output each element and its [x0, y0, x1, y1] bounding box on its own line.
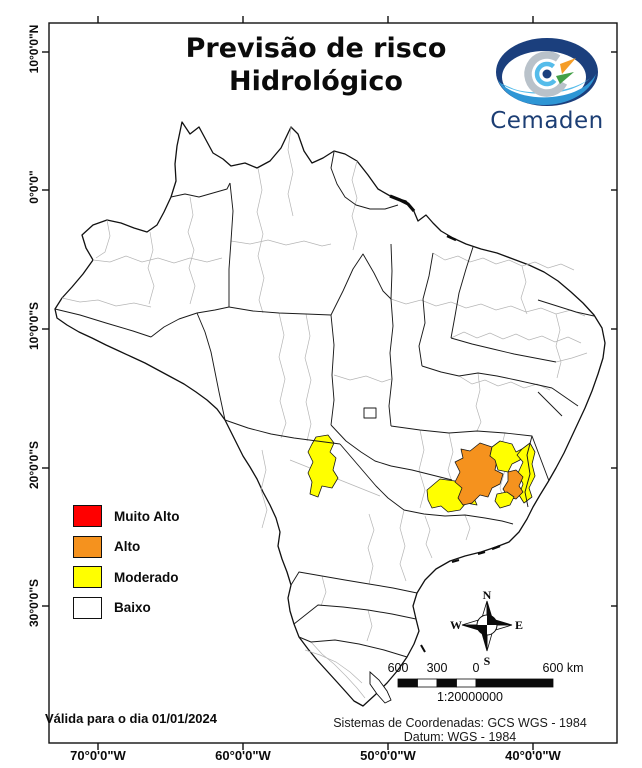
risk-region-alto-2	[502, 469, 524, 500]
legend-swatch-baixo	[73, 596, 102, 619]
legend-item-moderado: Moderado	[73, 566, 179, 588]
risk-regions	[307, 434, 536, 513]
page-title-line2: Hidrológico	[229, 66, 403, 97]
scale-end-label: 600 km	[543, 661, 584, 675]
lon-label-40w: 40°0'0"W	[505, 748, 561, 763]
crs-line1: Sistemas de Coordenadas: GCS WGS - 1984	[333, 716, 587, 730]
cemaden-logo-icon	[496, 38, 598, 106]
compass-rose-icon: N S W E	[450, 588, 523, 668]
compass-w-label: W	[450, 618, 462, 632]
legend-item-alto: Alto	[73, 535, 141, 558]
compass-s-label: S	[484, 654, 491, 668]
risk-region-moderado-4	[516, 442, 536, 504]
legend-swatch-muito-alto	[73, 505, 102, 527]
lon-label-50w: 50°0'0"W	[360, 748, 416, 763]
scale-ratio: 1:20000000	[437, 690, 503, 704]
risk-region-moderado-5	[494, 491, 515, 509]
risk-region-moderado-1	[307, 434, 339, 498]
scale-tick-600: 600	[388, 661, 409, 675]
coastal-details	[369, 194, 501, 704]
scale-bar: 600 300 0 600 km 1:20000000	[388, 661, 584, 704]
lat-label-20s: 20°0'0"S	[27, 440, 41, 490]
compass-e-label: E	[515, 618, 523, 632]
municipality-boundaries	[61, 126, 588, 699]
legend-swatch-alto	[73, 535, 102, 558]
legend-item-baixo: Baixo	[73, 596, 151, 619]
legend-label-moderado: Moderado	[114, 569, 179, 585]
page-title: Previsão de risco Hidrológico	[120, 32, 512, 98]
lat-label-10n: 10°0'0"N	[27, 24, 41, 74]
legend-label-alto: Alto	[114, 539, 141, 554]
state-boundaries	[54, 151, 595, 658]
lon-label-60w: 60°0'0"W	[215, 748, 271, 763]
lon-label-70w: 70°0'0"W	[70, 748, 126, 763]
cemaden-logo-wordmark: Cemaden	[490, 108, 604, 134]
crs-line2: Datum: WGS - 1984	[403, 730, 517, 744]
lat-label-0: 0°0'0"	[27, 170, 41, 204]
risk-region-moderado-3	[489, 440, 523, 473]
coordinate-system-note: Sistemas de Coordenadas: GCS WGS - 1984 …	[310, 716, 610, 744]
lat-label-10s: 10°0'0"S	[27, 301, 41, 351]
lat-label-30s: 30°0'0"S	[27, 578, 41, 628]
scale-tick-0: 0	[473, 661, 480, 675]
scale-tick-300: 300	[427, 661, 448, 675]
legend-label-muito-alto: Muito Alto	[114, 508, 180, 524]
map-frame	[48, 22, 618, 744]
graticule-ticks	[42, 16, 617, 750]
legend-swatch-moderado	[73, 566, 102, 588]
compass-n-label: N	[483, 588, 492, 602]
legend-label-baixo: Baixo	[114, 600, 151, 615]
legend-item-muito-alto: Muito Alto	[73, 505, 179, 527]
page-title-line1: Previsão de risco	[185, 33, 447, 64]
validity-date: Válida para o dia 01/01/2024	[45, 711, 217, 726]
